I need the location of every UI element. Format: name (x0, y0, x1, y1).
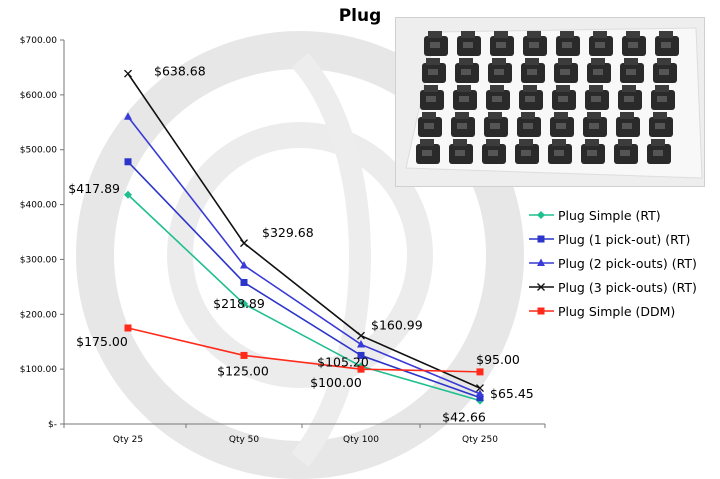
product-photo (395, 17, 705, 187)
series-line-2 (127, 161, 481, 399)
data-label: $42.66 (442, 410, 486, 425)
chart-title: Plug (338, 6, 382, 26)
data-label: $218.89 (213, 296, 265, 311)
data-point-marker (357, 339, 365, 348)
legend-marker (537, 258, 545, 266)
data-label: $65.45 (490, 386, 534, 401)
legend-item: Plug (1 pick-out) (RT) (528, 229, 718, 253)
series-line-4 (127, 73, 481, 389)
y-tick-label: $500.00 (20, 146, 57, 156)
data-label: $125.00 (217, 363, 269, 378)
data-point-marker (476, 368, 484, 376)
legend-item: Plug (2 pick-outs) (RT) (528, 253, 718, 277)
legend: Plug Simple (RT) Plug (1 pick-out) (RT) Pl… (528, 205, 718, 325)
data-label: $105.20 (317, 354, 369, 369)
data-point-marker (357, 365, 365, 373)
series-line-5 (127, 327, 481, 373)
legend-swatch (529, 235, 554, 243)
data-point-marker (240, 239, 248, 248)
data-point-marker (124, 112, 132, 120)
data-point-marker (240, 260, 248, 269)
legend-swatch (529, 258, 554, 266)
data-label: $175.00 (76, 334, 128, 349)
legend-item: Plug (3 pick-outs) (RT) (528, 277, 718, 301)
data-point-marker (240, 299, 248, 308)
legend-label: Plug (2 pick-outs) (RT) (558, 256, 697, 271)
y-tick-label: $700.00 (20, 36, 57, 46)
data-point-marker (476, 394, 484, 402)
data-label: $95.00 (476, 352, 520, 367)
data-labels: $638.68 $329.68 $160.99 $65.45 $417.89 $218.8… (68, 64, 533, 425)
series-line-1 (127, 194, 481, 402)
data-point-marker (124, 69, 132, 78)
data-label: $100.00 (310, 375, 362, 390)
y-tick-label: $300.00 (20, 255, 57, 265)
tick-labels: $- $100.00 $200.00 $300.00 $400.00 $500.00 $60… (20, 36, 498, 445)
data-point-marker (240, 278, 248, 286)
legend-swatch (529, 283, 554, 291)
legend-marker (537, 283, 545, 291)
legend-label: Plug Simple (RT) (558, 208, 661, 223)
y-tick-label: $- (48, 420, 57, 430)
data-point-marker (124, 324, 132, 332)
legend-marker (537, 307, 545, 315)
legend-label: Plug (1 pick-out) (RT) (558, 232, 691, 247)
plug-parts-photo-icon (396, 18, 704, 186)
y-tick-label: $200.00 (20, 310, 57, 320)
legend-item: Plug Simple (RT) (528, 205, 718, 229)
data-point-marker (357, 331, 365, 340)
x-tick-label: Qty 100 (343, 435, 379, 445)
y-tick-label: $600.00 (20, 91, 57, 101)
series-group (124, 69, 484, 405)
y-tick-label: $100.00 (20, 365, 57, 375)
legend-swatch (529, 211, 554, 219)
legend-marker (537, 235, 545, 243)
data-point-marker (124, 158, 132, 166)
data-point-marker (476, 384, 484, 393)
data-point-marker (357, 351, 365, 359)
data-label: $638.68 (154, 64, 206, 79)
data-label: $417.89 (68, 181, 120, 196)
data-point-marker (240, 351, 248, 359)
y-tick-label: $400.00 (20, 201, 57, 211)
legend-item: Plug Simple (DDM) (528, 301, 718, 325)
axes (60, 39, 546, 428)
background-watermark (76, 31, 524, 479)
data-point-marker (124, 190, 132, 199)
legend-swatch (529, 307, 554, 315)
x-tick-label: Qty 250 (462, 435, 498, 445)
data-point-marker (476, 389, 484, 397)
data-label: $160.99 (371, 318, 423, 333)
x-tick-label: Qty 50 (229, 435, 260, 445)
series-line-3 (127, 116, 481, 395)
legend-label: Plug Simple (DDM) (558, 304, 676, 319)
x-tick-label: Qty 25 (113, 435, 143, 445)
legend-label: Plug (3 pick-outs) (RT) (558, 280, 697, 295)
data-label: $329.68 (262, 225, 314, 240)
legend-marker (537, 211, 545, 219)
